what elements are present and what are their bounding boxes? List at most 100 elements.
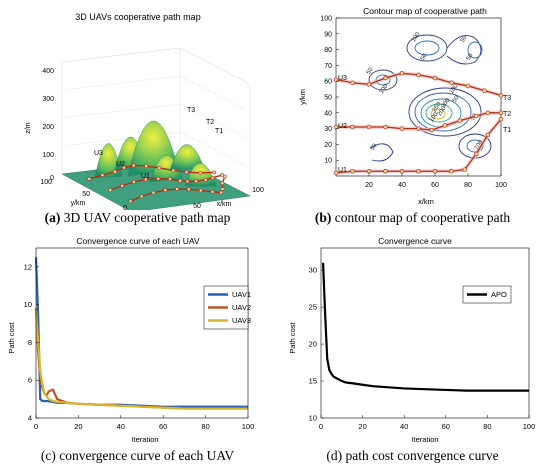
waypoint [449,169,454,174]
legend: UAV1 UAV2 UAV3 [203,285,251,330]
caption-tag: (a) [44,210,61,225]
x-tick-label: 100 [495,182,507,189]
contour-lines [368,34,492,162]
contour-label: 50 [366,66,375,75]
waypoint [350,169,355,174]
waypoint [457,118,463,123]
y-tick-label: 10 [324,158,332,165]
series-line-apo [321,262,529,392]
panel-3d-path-map: 3D UAVs cooperative path map 400 300 200… [0,0,275,210]
waypoint [220,181,225,186]
waypoint [184,170,189,174]
contour-label: 50 [420,52,429,61]
x-axis-label: x/km [418,197,434,206]
chart-d-title: Convergence curve [378,236,452,246]
legend-label: APO [491,290,507,299]
x-tick-label: 80 [483,422,491,431]
z-axis-label: z/m [25,122,32,133]
waypoint [212,170,217,175]
waypoint [366,169,372,174]
y-tick-label: 20 [309,340,317,349]
waypoint [131,163,136,168]
x-tick-label: 100 [242,422,255,431]
plot-frame [35,247,249,419]
waypoint [222,174,227,179]
y-tick-label: 4 [28,414,32,423]
waypoint [416,169,421,174]
caption-text: 3D UAV cooperative path map [63,210,231,225]
y-tick-label: 10 [309,414,317,423]
x-tick-label: 60 [159,422,167,431]
waypoint [498,110,504,116]
waypoint [87,176,92,181]
waypoint [151,190,156,195]
x-axis-label: Iteration [131,435,158,444]
waypoint [482,88,487,93]
waypoint [442,123,448,128]
waypoint [462,167,467,172]
waypoint [366,82,372,87]
y-tick-label: 15 [309,377,317,386]
y-axis-label: y/km [71,200,86,207]
x-tick: 50 [193,203,201,210]
y-tick-label: 6 [28,376,32,385]
waypoint [350,124,355,130]
plot-frame [320,247,530,419]
waypoint [416,72,421,78]
waypoint [120,183,125,188]
x-tick-label: 40 [117,422,125,431]
waypoint [333,170,339,176]
x-tick-label: 0 [319,422,323,431]
x-tick-label: 40 [398,182,406,189]
waypoint [350,80,355,86]
y-tick-label: 70 [324,63,332,70]
y-tick-label: 25 [309,303,317,312]
path-label-u3: U3 [338,75,347,82]
waypoint [203,177,208,182]
path-label-t2: T2 [206,119,214,126]
waypoint [465,83,471,89]
chart-a-title: 3D UAVs cooperative path map [75,12,200,22]
waypoint [432,75,438,81]
x-tick-label: 80 [201,422,209,431]
y-tick-label: 12 [24,262,32,271]
x-axis-label: x/km [217,201,232,208]
waypoint [333,124,339,130]
x-tick-label: 0 [34,422,38,431]
chart-c-title: Convergence curve of each UAV [76,236,199,246]
waypoint [139,194,144,199]
contour-label: 50 [452,94,461,103]
waypoint [186,187,191,192]
y-axis-label: Path cost [7,321,16,353]
waypoint [485,110,491,116]
x-tick: 100 [252,187,264,194]
waypoint [108,188,113,193]
y-tick-label: 90 [324,31,332,38]
path-label-u1: U1 [141,173,150,180]
waypoint [143,177,148,182]
x-tick-label: 60 [431,182,439,189]
waypoint [399,126,405,131]
path-label-t3: T3 [503,95,511,102]
waypoint [210,175,215,180]
y-tick: 50 [82,191,90,198]
x-tick-label: 20 [358,422,366,431]
waypoint [198,171,203,175]
y-tick-label: 80 [324,47,332,54]
path-label-u3: U3 [94,150,103,157]
waypoint [485,132,491,138]
caption-tag: (c) [40,448,56,463]
y-tick: 100 [40,179,52,186]
surface-plot: 3D UAVs cooperative path map 400 300 200… [25,12,264,210]
waypoint [178,178,183,183]
waypoint [498,93,504,98]
waypoint [399,71,405,76]
y-tick-label: 20 [324,142,332,149]
waypoint [498,116,504,122]
chart-b-title: Contour map of cooperative path [363,6,487,16]
contour-label: 100 [449,83,460,95]
y-tick-label: 30 [324,126,332,133]
y-tick-label: 30 [309,266,317,275]
contour-label: 100 [429,111,440,123]
waypoint [383,169,388,174]
